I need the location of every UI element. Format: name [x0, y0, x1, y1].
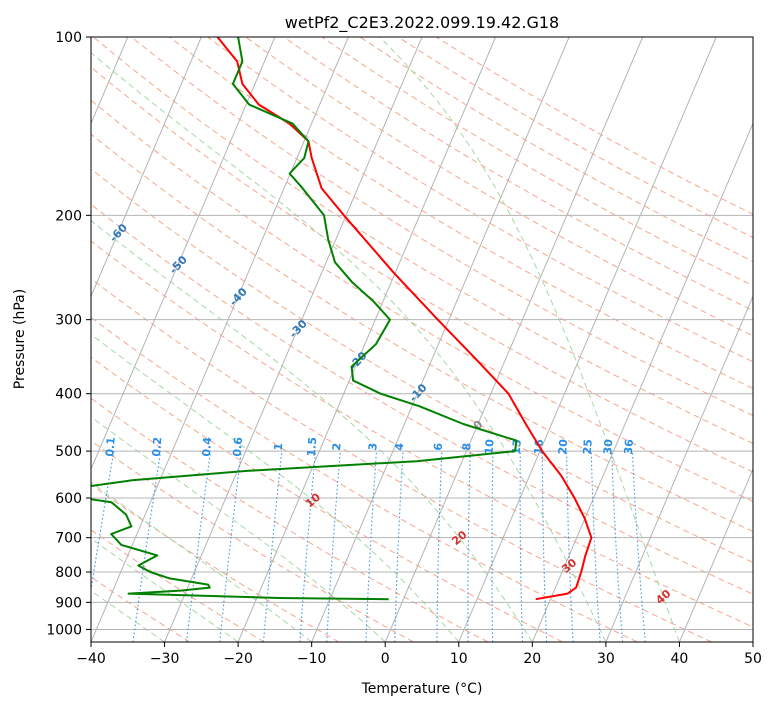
mixing-ratio-label: 4: [393, 442, 407, 451]
x-tick-label: 20: [523, 651, 541, 667]
profile-series: [91, 37, 593, 601]
y-tick-label: 300: [55, 313, 82, 329]
dry-adiabat-line: [91, 483, 340, 642]
moist-adiabat-line: [379, 37, 680, 642]
y-tick-label: 400: [55, 387, 82, 403]
chart-title: wetPf2_C2E3.2022.099.19.42.G18: [285, 13, 559, 33]
x-tick-label: −20: [223, 651, 253, 667]
y-tick-label: 700: [55, 531, 82, 547]
isotherm-line: [91, 37, 202, 298]
mixing-ratio-label: 20: [556, 438, 570, 455]
mixing-ratio-label: 1: [272, 442, 286, 451]
x-tick-label: −30: [150, 651, 180, 667]
mixing-ratio-line: [91, 451, 115, 594]
mixing-ratio-label: 0.4: [200, 436, 215, 457]
moist-adiabat-line: [91, 481, 312, 642]
y-tick-label: 900: [55, 595, 82, 611]
moist-adiabats: [91, 37, 680, 642]
isotherm-line: [237, 37, 497, 642]
dry-adiabat-line: [321, 37, 753, 287]
x-axis-label: Temperature (°C): [361, 681, 483, 697]
dry-adiabat-line: [91, 133, 753, 533]
dry-adiabat-line: [131, 37, 753, 417]
dry-adiabat-line: [91, 240, 753, 628]
dry-adiabat-line: [91, 203, 753, 595]
isotherm-line: [91, 37, 276, 471]
x-tick-label: −40: [76, 651, 106, 667]
x-tick-label: 40: [670, 651, 688, 667]
y-tick-label: 600: [55, 491, 82, 507]
x-tick-label: 50: [744, 651, 762, 667]
moist-adiabat-line: [91, 590, 165, 642]
isotherm-line: [678, 467, 753, 642]
mixing-ratio-label: 36: [622, 438, 636, 455]
dry-adiabat-line: [91, 529, 265, 642]
y-tick-label: 800: [55, 565, 82, 581]
mixing-ratio-line: [132, 451, 162, 642]
moist-adiabat-line: [91, 416, 386, 642]
y-tick-label: 100: [55, 30, 82, 46]
isotherm-line: [458, 37, 717, 642]
mixing-ratio-label: 0.2: [150, 437, 165, 457]
mixing-ratio-label: 0.1: [103, 437, 118, 457]
mixing-ratio-label: 3: [366, 442, 380, 451]
dry-adiabat-line: [169, 37, 753, 389]
isotherms: [91, 37, 753, 642]
y-axis-ticks: 100 200 300 400 500 600 700 800 900 1000: [46, 30, 91, 638]
mixing-ratio-label: 1.5: [305, 437, 320, 457]
mixing-ratio-label: 10: [482, 438, 496, 455]
dry-adiabat-line: [91, 99, 753, 502]
dry-adiabat-line: [91, 356, 563, 642]
mixing-ratio-label: 2: [330, 442, 344, 451]
x-tick-label: 0: [381, 651, 390, 667]
mixing-ratio-label: 25: [581, 439, 595, 455]
dry-adiabat-line: [91, 316, 638, 642]
isotherm-line: [311, 37, 570, 642]
mixing-ratio-label: 8: [460, 442, 474, 451]
mixing-ratio-label: 6: [432, 442, 446, 451]
y-tick-label: 500: [55, 444, 82, 460]
isotherm-line: [384, 37, 644, 642]
isobars: [91, 37, 753, 630]
dewpoint-profile-line: [91, 37, 518, 601]
mixing-ratio-lines: [91, 451, 646, 642]
moist-adiabat-line: [91, 52, 607, 642]
plot-area: 0.10.20.40.611.52346810131620253036-100-…: [91, 37, 753, 642]
mixing-ratio-line: [299, 451, 317, 642]
x-tick-label: −10: [297, 651, 327, 667]
x-tick-label: 10: [450, 651, 468, 667]
isotherm-line: [164, 37, 423, 642]
y-tick-label: 200: [55, 208, 82, 224]
x-axis-ticks: −40 −30 −20 −10 0 10 20 30 40 50: [76, 642, 762, 667]
y-axis-label: Pressure (hPa): [12, 289, 28, 389]
moist-adiabat-line: [91, 220, 533, 642]
mixing-ratio-line: [262, 451, 283, 642]
isotherm-line: [531, 122, 753, 642]
moist-adiabat-line: [91, 537, 239, 642]
plot-frame: [90, 36, 754, 643]
mixing-ratio-label: 30: [601, 438, 615, 455]
y-tick-label: 1000: [46, 622, 82, 638]
isotherm-line: [605, 295, 753, 642]
x-tick-label: 30: [597, 651, 615, 667]
mixing-ratio-label: 0.6: [231, 436, 246, 457]
dry-adiabat-line: [283, 37, 753, 312]
mixing-ratio-line: [219, 451, 242, 642]
moist-adiabat-line: [91, 333, 460, 642]
mixing-ratio-line: [186, 451, 212, 642]
dry-adiabat-line: [91, 278, 713, 642]
